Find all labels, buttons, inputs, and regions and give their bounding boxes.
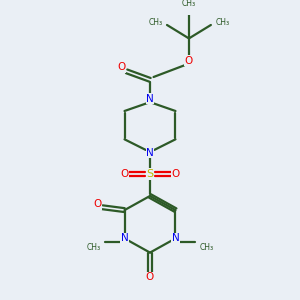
Text: O: O bbox=[146, 272, 154, 282]
Text: CH₃: CH₃ bbox=[86, 243, 100, 252]
Text: N: N bbox=[146, 148, 154, 158]
Text: O: O bbox=[118, 62, 126, 72]
Text: O: O bbox=[120, 169, 129, 179]
Text: N: N bbox=[172, 233, 179, 243]
Text: CH₃: CH₃ bbox=[148, 18, 163, 27]
Text: N: N bbox=[146, 94, 154, 103]
Text: CH₃: CH₃ bbox=[182, 0, 196, 8]
Text: N: N bbox=[121, 233, 128, 243]
Text: O: O bbox=[185, 56, 193, 66]
Text: O: O bbox=[93, 199, 101, 209]
Text: CH₃: CH₃ bbox=[200, 243, 214, 252]
Text: S: S bbox=[146, 169, 154, 179]
Text: CH₃: CH₃ bbox=[215, 18, 229, 27]
Text: O: O bbox=[171, 169, 180, 179]
